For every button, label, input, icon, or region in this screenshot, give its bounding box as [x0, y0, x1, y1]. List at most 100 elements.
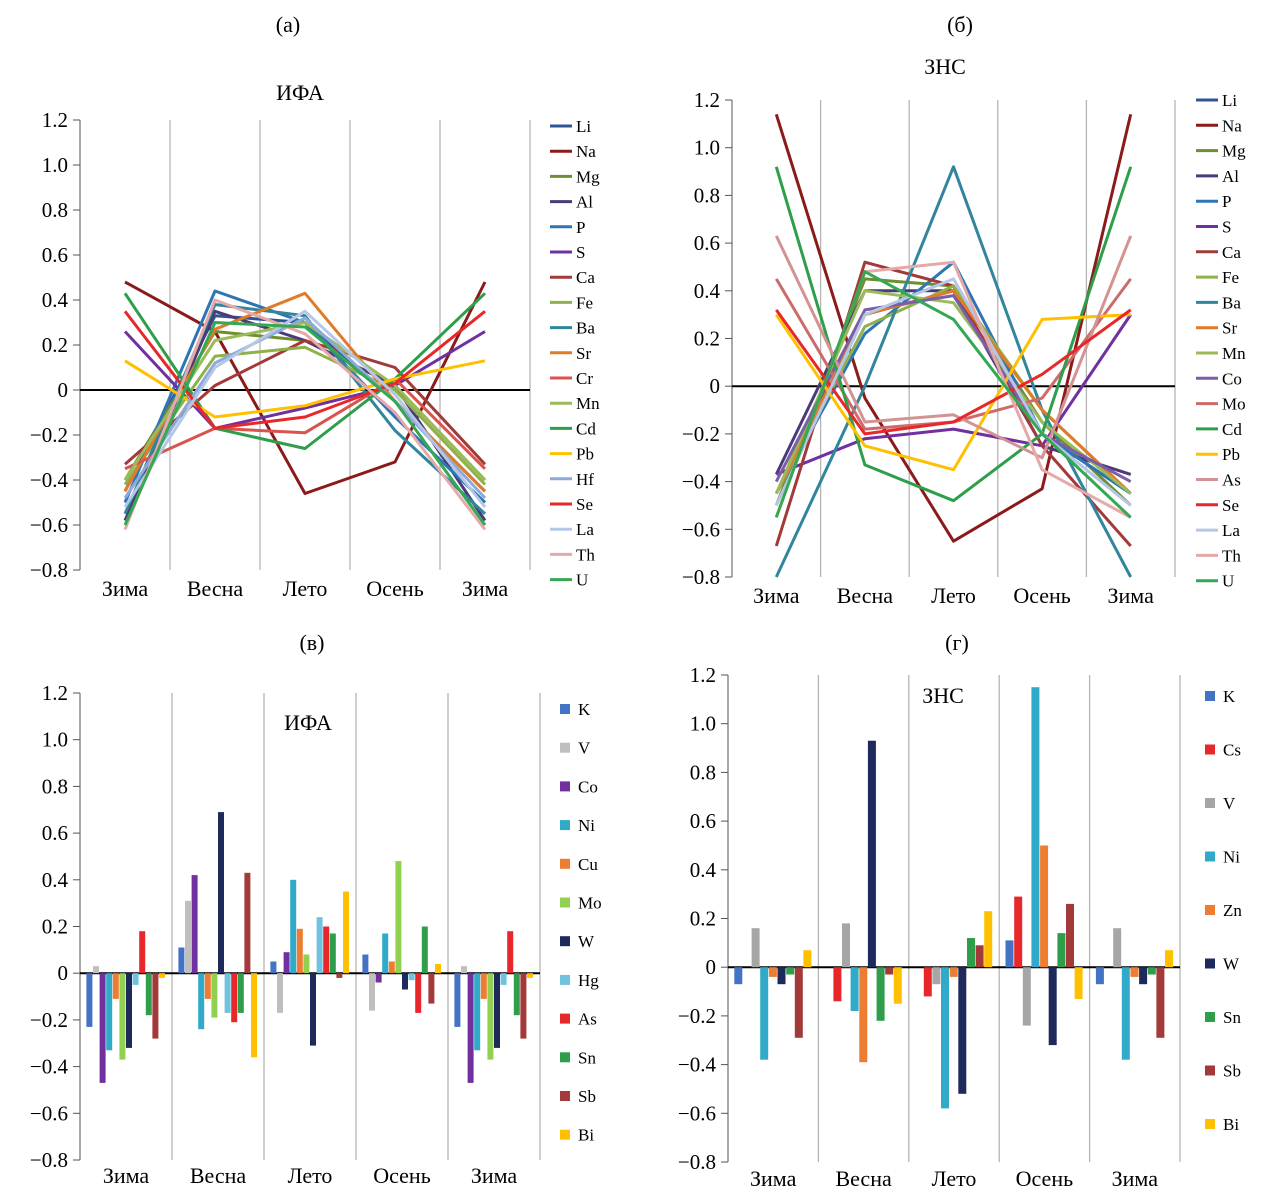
bar-cu [388, 961, 395, 974]
bar-v [751, 928, 760, 968]
bar-hg [132, 973, 139, 985]
panel-label: (в) [299, 630, 324, 655]
legend-label: Ni [1223, 848, 1240, 867]
bar-w [958, 967, 967, 1094]
bar-ni [1031, 687, 1040, 968]
legend-label: Al [576, 193, 593, 212]
legend-label: Cu [578, 855, 598, 874]
series-line-pb [124, 359, 486, 419]
legend-label: Na [576, 142, 596, 161]
y-tick-label: 0.2 [42, 333, 68, 357]
bar-mo [303, 954, 310, 974]
bar-sb [1156, 967, 1165, 1038]
legend-label: U [1222, 572, 1234, 591]
y-tick-label: −0.4 [682, 470, 721, 494]
x-tick-label: Лето [931, 583, 976, 608]
series-line-cd [123, 292, 487, 450]
bar-w [402, 973, 408, 990]
legend-swatch [560, 1091, 570, 1101]
bar-bi [1165, 950, 1173, 968]
x-tick-label: Зима [750, 1166, 797, 1191]
series-line-na [774, 113, 1133, 543]
legend-label: Ni [578, 816, 595, 835]
y-tick-label: 1.0 [42, 728, 68, 752]
legend-label: Zn [1223, 901, 1242, 920]
legend-swatch [560, 1129, 570, 1140]
x-tick-label: Весна [187, 576, 244, 601]
legend-label: Mn [1222, 344, 1246, 363]
y-tick-label: −0.8 [30, 1148, 68, 1172]
y-tick-label: −0.6 [30, 1101, 68, 1125]
x-tick-label: Весна [837, 583, 894, 608]
y-tick-label: 1.0 [690, 712, 716, 736]
bar-bi [984, 911, 993, 968]
legend-label: Hf [576, 470, 594, 489]
bar-v [842, 923, 850, 968]
legend-label: Cr [576, 369, 593, 388]
y-tick-label: 0.6 [42, 821, 68, 845]
x-tick-label: Зима [103, 1163, 150, 1188]
panel-label: (б) [947, 12, 973, 37]
y-tick-label: −0.2 [678, 1004, 716, 1028]
series-line-s [123, 330, 486, 430]
bar-w [1139, 967, 1148, 985]
bar-bi [803, 950, 812, 968]
legend-label: K [1223, 687, 1236, 706]
legend-swatch [1205, 744, 1215, 755]
y-tick-label: 0 [58, 378, 69, 402]
bar-as [415, 973, 422, 1013]
bar-cu [112, 973, 119, 999]
y-tick-label: 0.4 [694, 279, 721, 303]
legend-label: Ca [576, 268, 595, 287]
bar-sn [513, 973, 520, 1016]
legend-label: Sn [1223, 1008, 1241, 1027]
legend-label: Th [576, 545, 595, 564]
bar-zn [949, 967, 958, 977]
bar-ni [760, 967, 769, 1060]
y-tick-label: −0.4 [678, 1053, 717, 1077]
y-tick-label: 0.2 [694, 327, 720, 351]
x-tick-label: Лето [288, 1163, 333, 1188]
bar-as [507, 931, 514, 974]
legend-swatch [560, 1013, 570, 1024]
legend-swatch [1205, 851, 1215, 862]
legend-swatch [560, 858, 570, 869]
bar-v [1022, 967, 1031, 1026]
y-tick-label: 0.4 [690, 858, 717, 882]
panel-label: (а) [276, 12, 300, 37]
series-line-u [774, 270, 1132, 519]
bar-ni [850, 967, 859, 1011]
y-tick-label: 0.4 [42, 868, 69, 892]
bar-k [1005, 940, 1014, 968]
y-tick-label: 1.2 [42, 108, 68, 132]
series-line-sr [774, 289, 1132, 495]
y-tick-label: 0.8 [694, 183, 720, 207]
y-tick-label: 0.2 [690, 907, 716, 931]
bar-sb [885, 967, 894, 975]
series-line-ba [774, 165, 1133, 578]
bar-cu [204, 973, 211, 999]
legend-label: Sb [578, 1087, 596, 1106]
bar-as [231, 973, 238, 1023]
bar-bi [435, 963, 441, 974]
legend-swatch [1205, 798, 1215, 808]
bar-co [99, 973, 106, 1083]
y-tick-label: 0.6 [694, 231, 720, 255]
legend-label: La [1222, 521, 1240, 540]
panel-label: (г) [945, 630, 969, 655]
bar-k [734, 967, 743, 985]
legend-swatch [560, 742, 570, 753]
bar-as [139, 931, 146, 974]
legend-swatch [1205, 1119, 1215, 1129]
bar-zn [768, 967, 777, 977]
legend-swatch [1205, 958, 1215, 969]
bar-sb [794, 967, 803, 1038]
bar-sb [520, 973, 527, 1039]
legend-label: V [1223, 794, 1236, 813]
legend-label: Cs [1223, 741, 1241, 760]
y-tick-label: 1.2 [694, 88, 720, 112]
bar-v [185, 900, 191, 974]
x-tick-label: Зима [753, 583, 800, 608]
bar-w [126, 973, 132, 1048]
